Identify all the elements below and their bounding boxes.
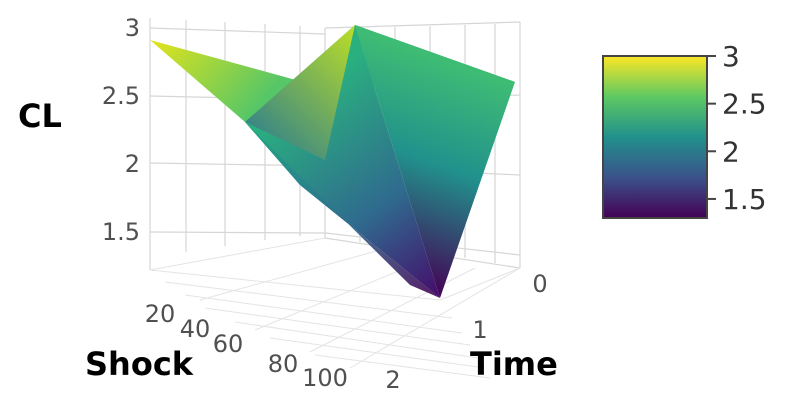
z-tick-label: 2.5 (102, 82, 140, 110)
z-tick-label: 1.5 (102, 218, 140, 246)
x-tick-label: 20 (145, 300, 176, 328)
z-tick-label: 3 (125, 14, 140, 42)
x-tick-label: 80 (268, 350, 299, 378)
z-tick-label: 2 (125, 150, 140, 178)
z-axis-ticks: 1.5 2 2.5 3 (102, 14, 140, 246)
colorbar-ticks: 3 2.5 2 1.5 (707, 40, 767, 216)
x-tick-label: 100 (302, 364, 348, 392)
surface (150, 25, 515, 298)
z-axis-title: CL (18, 97, 62, 135)
x-tick-label: 60 (213, 330, 244, 358)
y-tick-label: 0 (532, 270, 547, 298)
y-tick-label: 2 (385, 366, 400, 394)
colorbar-gradient (603, 56, 707, 218)
colorbar-tick-label: 1.5 (722, 183, 767, 216)
colorbar-tick-label: 2.5 (722, 88, 767, 121)
x-tick-label: 40 (180, 315, 211, 343)
colorbar-tick-label: 2 (722, 135, 740, 168)
y-tick-label: 1 (472, 316, 487, 344)
colorbar-tick-label: 3 (722, 40, 740, 73)
y-axis-title: Time (470, 345, 558, 383)
x-axis-title: Shock (85, 345, 194, 383)
colorbar: 3 2.5 2 1.5 (603, 40, 767, 218)
